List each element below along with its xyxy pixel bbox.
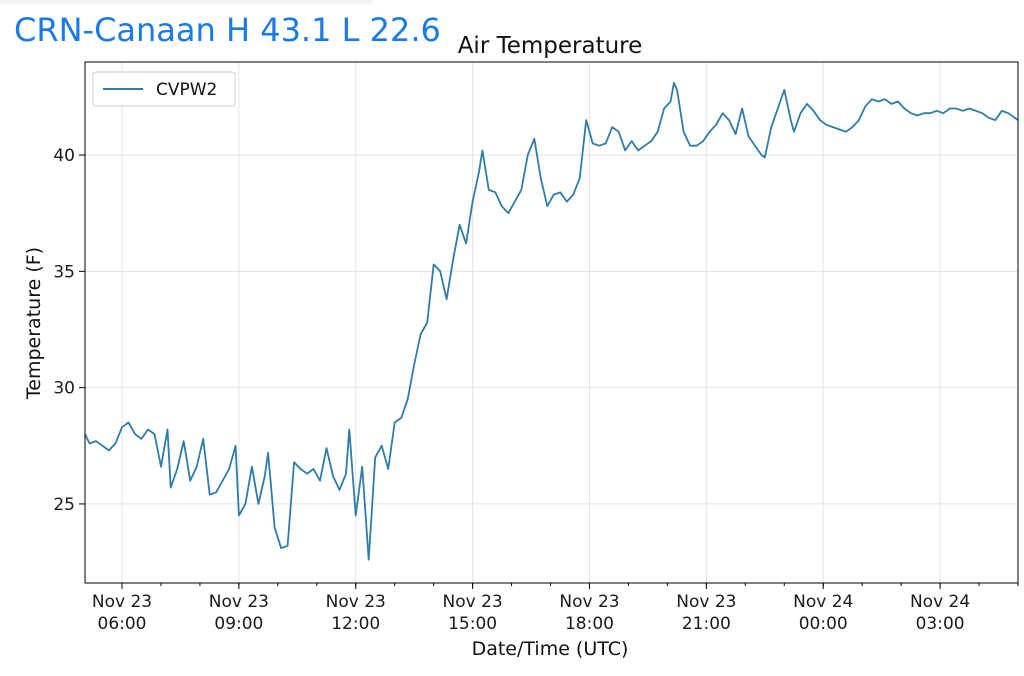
station-title: CRN-Canaan H 43.1 L 22.6	[14, 11, 441, 49]
x-tick-label-date: Nov 23	[443, 592, 503, 612]
x-tick-label-date: Nov 23	[209, 592, 269, 612]
x-tick-label-time: 09:00	[214, 614, 263, 634]
chart-title: Air Temperature	[458, 33, 643, 59]
x-tick-label-date: Nov 23	[559, 592, 619, 612]
plot-frame	[84, 61, 1019, 584]
legend-box	[92, 71, 236, 107]
y-tick-label: 25	[53, 495, 75, 515]
x-tick-label-time: 15:00	[448, 614, 497, 634]
y-axis: 25 30 35 40	[53, 146, 85, 515]
y-axis-label: Temperature (F)	[23, 247, 45, 400]
legend-label: CVPW2	[156, 80, 217, 100]
x-axis-label: Date/Time (UTC)	[472, 638, 629, 660]
series-layer	[84, 82, 1019, 561]
x-tick-label-time: 12:00	[331, 614, 380, 634]
x-tick-label-date: Nov 23	[326, 592, 386, 612]
y-tick-label: 40	[53, 146, 75, 166]
x-tick-label-time: 21:00	[682, 614, 731, 634]
grid	[85, 62, 1018, 583]
x-tick-label-time: 06:00	[98, 614, 147, 634]
y-tick-label: 30	[53, 379, 75, 399]
x-tick-label-time: 18:00	[565, 614, 614, 634]
legend: CVPW2	[92, 71, 236, 107]
x-tick-label-date: Nov 24	[910, 592, 970, 612]
x-tick-label-date: Nov 23	[676, 592, 736, 612]
top-strip	[0, 0, 372, 4]
x-tick-label-time: 03:00	[916, 614, 965, 634]
x-tick-label-date: Nov 23	[92, 592, 152, 612]
x-tick-label-date: Nov 24	[793, 592, 853, 612]
y-tick-label: 35	[53, 262, 75, 282]
series-line-cvpw2	[84, 82, 1019, 561]
x-tick-label-time: 00:00	[799, 614, 848, 634]
